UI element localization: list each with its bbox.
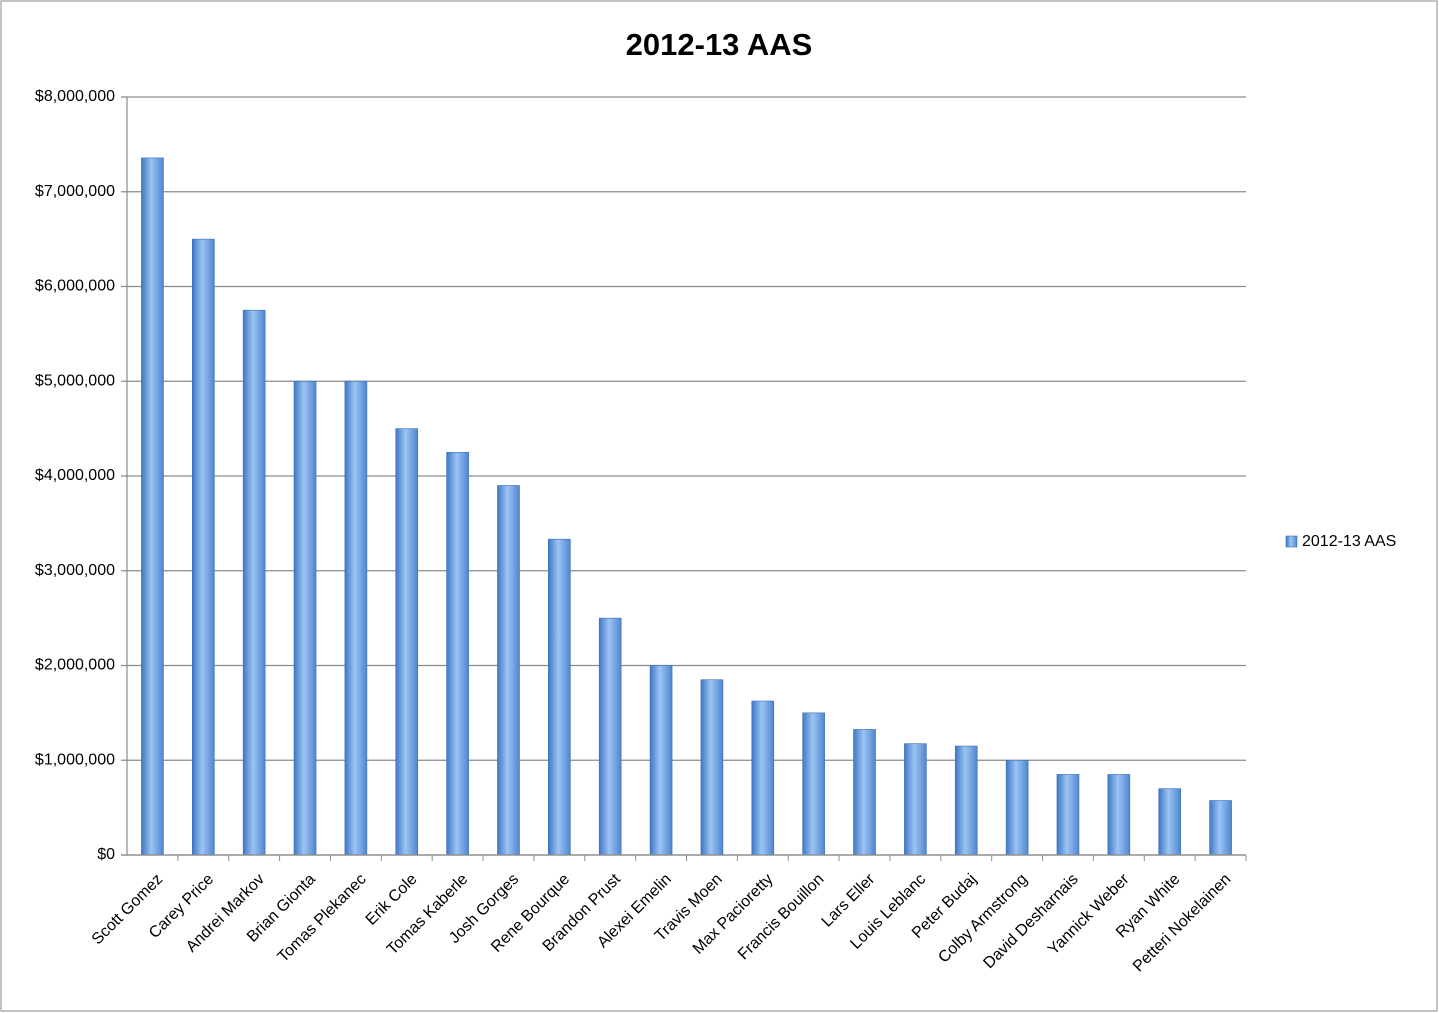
bar [598, 617, 622, 856]
bar [242, 309, 266, 856]
y-tick-label: $0 [97, 846, 115, 863]
bar [446, 452, 469, 856]
y-tick-label: $4,000,000 [35, 467, 115, 484]
y-tick-label: $2,000,000 [35, 657, 115, 674]
bar [751, 700, 775, 856]
bar [954, 745, 978, 856]
y-tick-label: $8,000,000 [35, 88, 115, 105]
bar [141, 157, 164, 856]
bar [1005, 759, 1029, 856]
bar [904, 743, 927, 856]
bar [395, 428, 419, 856]
bar [497, 485, 520, 856]
bar [344, 380, 368, 856]
bar [1209, 800, 1232, 856]
bar [802, 712, 825, 856]
y-tick-label: $6,000,000 [35, 278, 115, 295]
bar [1158, 788, 1182, 856]
y-tick-label: $5,000,000 [35, 372, 115, 389]
bar [293, 380, 317, 856]
y-tick-label: $1,000,000 [35, 751, 115, 768]
y-tick-label: $7,000,000 [35, 183, 115, 200]
legend-swatch [1285, 535, 1298, 548]
y-tick-label: $3,000,000 [35, 562, 115, 579]
bar [548, 538, 571, 856]
bar [191, 238, 215, 856]
bar [700, 679, 724, 856]
bar [649, 665, 673, 856]
legend-label: 2012-13 AAS [1302, 533, 1396, 550]
bar [1107, 774, 1131, 856]
bar [853, 729, 876, 856]
bar [1056, 774, 1080, 856]
chart-title: 2012-13 AAS [626, 27, 813, 62]
